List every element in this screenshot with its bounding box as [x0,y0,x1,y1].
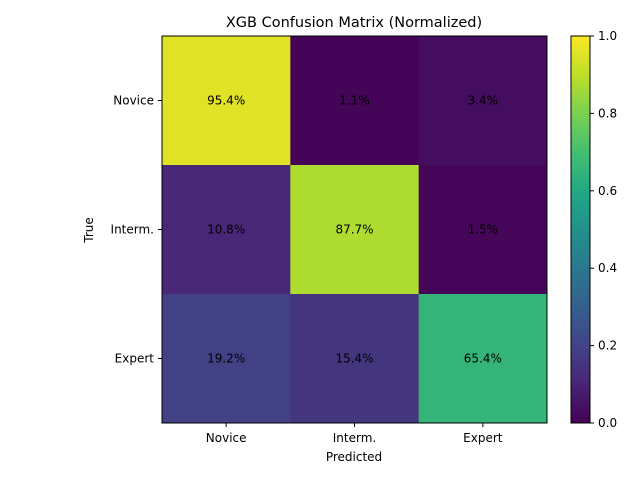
cell-value-label: 87.7% [335,223,373,237]
cell-value-label: 15.4% [335,352,373,366]
x-tick-label: Interm. [333,431,376,445]
cell-value-label: 19.2% [207,352,245,366]
colorbar-tick-label: 0.2 [598,339,617,353]
colorbar-frame [570,35,591,424]
heatmap-cell [162,294,291,424]
colorbar-tick-label: 0.4 [598,261,617,275]
heatmap-cells [162,36,548,424]
x-tick-label: Expert [463,431,503,445]
cell-value-label: 65.4% [464,352,502,366]
heatmap-cell [418,36,548,166]
x-axis-label: Predicted [326,450,382,464]
cell-value-label: 1.1% [339,94,370,108]
y-axis-label: True [82,217,96,244]
y-tick-label: Expert [115,352,155,366]
heatmap-cell [418,294,548,424]
cell-value-label: 1.5% [468,223,499,237]
heatmap-cell [290,165,420,295]
heatmap-cell [418,165,548,295]
cell-value-label: 95.4% [207,94,245,108]
y-tick-label: Interm. [111,223,154,237]
chart-title: XGB Confusion Matrix (Normalized) [226,15,482,31]
y-axis-ticks: Novice Interm. Expert [111,94,162,366]
colorbar [571,36,590,423]
x-axis-ticks: Novice Interm. Expert [206,423,503,445]
x-tick-label: Novice [206,431,247,445]
heatmap-cell-labels: 95.4% 1.1% 3.4% 10.8% 87.7% 1.5% 19.2% 15.4% 65.… [207,94,502,366]
cell-value-label: 10.8% [207,223,245,237]
cell-value-label: 3.4% [468,94,499,108]
colorbar-tick-label: 1.0 [598,29,617,43]
colorbar-tick-label: 0.8 [598,106,617,120]
heatmap-cell [162,36,291,166]
colorbar-tick-label: 0.0 [598,416,617,430]
heatmap-cell [162,165,291,295]
colorbar-ticks: 0.0 0.2 0.4 0.6 0.8 1.0 [590,29,617,430]
heatmap-cell [290,36,420,166]
y-tick-label: Novice [113,94,154,108]
colorbar-tick-label: 0.6 [598,184,617,198]
heatmap-cell [290,294,420,424]
